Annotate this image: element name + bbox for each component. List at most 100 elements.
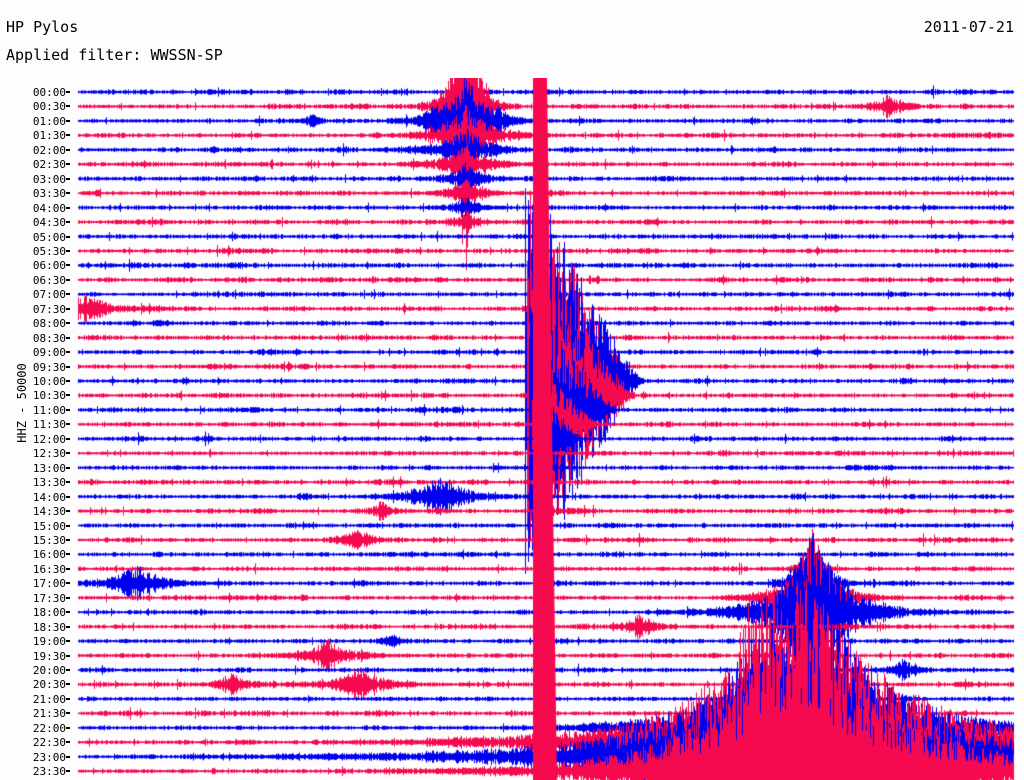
time-tick-mark — [66, 249, 70, 252]
time-tick-label: 18:00 — [32, 606, 66, 620]
time-tick-mark — [66, 596, 70, 599]
time-tick-mark — [66, 322, 70, 325]
time-tick-mark — [66, 524, 70, 527]
time-tick-mark — [66, 452, 70, 455]
time-tick-label: 22:30 — [32, 736, 66, 750]
time-tick-label: 20:00 — [32, 664, 66, 677]
time-tick-label: 15:30 — [32, 533, 66, 547]
time-tick-label: 03:00 — [32, 172, 66, 186]
time-tick-label: 04:30 — [32, 216, 66, 230]
time-tick-mark — [66, 625, 70, 628]
time-tick-label: 16:30 — [32, 562, 66, 576]
time-tick-label: 07:00 — [32, 288, 66, 302]
time-tick-mark — [66, 466, 70, 469]
time-tick-label: 09:00 — [32, 346, 66, 360]
time-tick-mark — [66, 437, 70, 440]
time-tick-label: 19:30 — [32, 649, 66, 663]
time-tick-mark — [66, 177, 70, 180]
time-tick-mark — [66, 192, 70, 195]
time-tick-mark — [66, 741, 70, 744]
time-tick-mark — [66, 770, 70, 773]
time-tick-label: 23:30 — [32, 765, 66, 779]
applied-filter-label: Applied filter: WWSSN-SP — [6, 46, 223, 64]
time-tick-label: 19:00 — [32, 635, 66, 649]
time-tick-mark — [66, 726, 70, 729]
station-title: HP Pylos — [6, 18, 79, 36]
time-tick-mark — [66, 380, 70, 382]
time-tick-mark — [66, 654, 70, 657]
time-tick-label: 13:00 — [32, 461, 66, 475]
time-tick-label: 16:00 — [32, 548, 66, 562]
time-tick-label: 07:30 — [32, 302, 66, 316]
time-tick-mark — [66, 293, 70, 296]
time-tick-label: 13:30 — [32, 476, 66, 490]
time-tick-mark — [66, 408, 70, 411]
time-tick-mark — [66, 365, 70, 368]
time-tick-label: 08:00 — [32, 317, 66, 331]
time-tick-label: 03:30 — [32, 187, 66, 201]
time-tick-mark — [66, 755, 70, 758]
time-tick-label: 02:30 — [32, 158, 66, 172]
time-tick-label: 23:00 — [32, 750, 66, 764]
time-tick-label: 06:30 — [32, 273, 66, 287]
time-tick-label: 11:30 — [32, 418, 66, 432]
time-tick-label: 01:30 — [32, 129, 66, 143]
time-tick-label: 06:00 — [32, 259, 66, 273]
time-tick-mark — [66, 538, 70, 541]
time-tick-mark — [66, 553, 70, 556]
time-tick-mark — [66, 567, 70, 570]
seismogram-canvas — [0, 78, 1024, 780]
seismogram-plot-area — [0, 78, 1024, 780]
time-tick-label: 14:30 — [32, 505, 66, 519]
time-tick-label: 18:30 — [32, 620, 66, 634]
time-tick-label: 10:30 — [32, 389, 66, 403]
time-tick-mark — [66, 697, 70, 700]
time-tick-label: 14:00 — [32, 490, 66, 504]
time-tick-label: 20:30 — [32, 678, 66, 692]
time-tick-mark — [66, 683, 70, 686]
time-axis: 00:00 00:30 01:00 01:30 02:00 02:30 03:00 03:30… — [0, 78, 70, 780]
time-tick-mark — [66, 105, 70, 108]
time-tick-mark — [66, 264, 70, 267]
time-tick-label: 08:30 — [32, 331, 66, 345]
time-tick-mark — [66, 278, 70, 281]
time-tick-mark — [66, 148, 70, 151]
time-tick-label: 12:00 — [32, 432, 66, 446]
time-tick-label: 17:30 — [32, 591, 66, 605]
time-tick-label: 10:00 — [32, 375, 66, 388]
time-tick-mark — [66, 611, 70, 614]
time-tick-mark — [66, 336, 70, 339]
time-tick-mark — [66, 221, 70, 224]
time-tick-label: 15:00 — [32, 519, 66, 533]
time-tick-mark — [66, 669, 70, 671]
time-tick-label: 00:00 — [32, 86, 66, 99]
time-tick-label: 05:30 — [32, 244, 66, 258]
time-tick-mark — [66, 394, 70, 397]
time-tick-mark — [66, 91, 70, 93]
time-tick-label: 09:30 — [32, 360, 66, 374]
time-tick-label: 00:30 — [32, 100, 66, 114]
time-tick-label: 17:00 — [32, 577, 66, 591]
time-tick-label: 12:30 — [32, 447, 66, 461]
time-tick-mark — [66, 712, 70, 715]
time-tick-label: 02:00 — [32, 143, 66, 157]
time-tick-mark — [66, 206, 70, 209]
time-tick-label: 22:00 — [32, 721, 66, 735]
time-tick-label: 01:00 — [32, 114, 66, 128]
time-tick-mark — [66, 235, 70, 238]
time-tick-mark — [66, 423, 70, 426]
time-tick-mark — [66, 582, 70, 585]
time-tick-label: 04:00 — [32, 201, 66, 215]
time-tick-label: 05:00 — [32, 230, 66, 244]
header-bar: HP Pylos Applied filter: WWSSN-SP 2011-0… — [0, 0, 1024, 78]
time-tick-mark — [66, 163, 70, 166]
time-tick-mark — [66, 307, 70, 310]
date-label: 2011-07-21 — [923, 18, 1014, 36]
time-tick-mark — [66, 119, 70, 122]
time-tick-label: 11:00 — [32, 403, 66, 417]
time-tick-mark — [66, 495, 70, 498]
time-tick-label: 21:00 — [32, 692, 66, 706]
time-tick-mark — [66, 481, 70, 484]
time-tick-mark — [66, 351, 70, 354]
